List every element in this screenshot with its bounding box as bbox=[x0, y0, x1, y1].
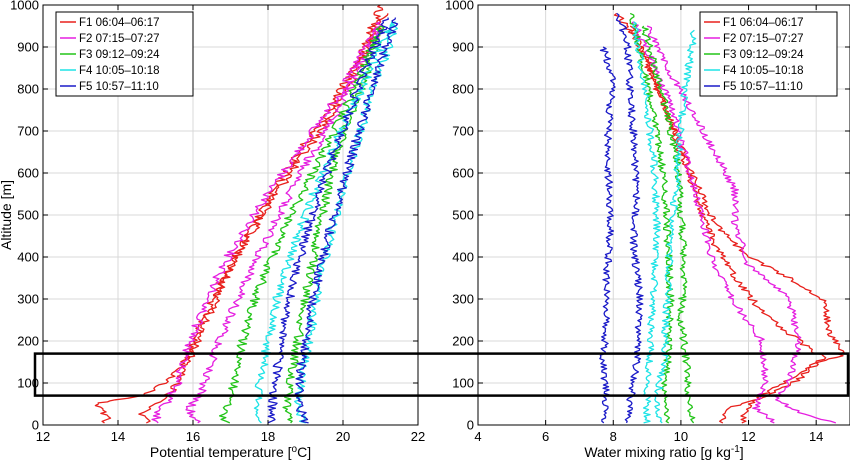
series-line-4-profile-2 bbox=[632, 21, 662, 424]
y-tick-label: 400 bbox=[452, 250, 474, 265]
x-tick-label: 6 bbox=[542, 429, 549, 444]
legend-entry-5: F5 10:57–11:10 bbox=[79, 81, 159, 93]
legend: F1 06:04–06:17 F2 07:15–07:27 F3 09:12–09:… bbox=[699, 11, 838, 97]
x-axis-label: Water mixing ratio [g kg-1] bbox=[584, 444, 743, 460]
x-tick-label: 18 bbox=[261, 429, 275, 444]
x-tick-label: 20 bbox=[336, 429, 350, 444]
ticks: 12 14 16 18 20 22 0 100 200 300 400 500 600 700 800 900… bbox=[10, 0, 425, 444]
legend-entry-3: F3 09:12–09:24 bbox=[723, 49, 804, 61]
y-tick-label: 200 bbox=[17, 334, 39, 349]
series-line-1-profile-2 bbox=[629, 25, 827, 424]
highlight-box bbox=[33, 352, 850, 397]
legend-entry-2: F2 07:15–07:27 bbox=[79, 33, 160, 45]
y-tick-label: 900 bbox=[452, 40, 474, 55]
x-tick-label: 22 bbox=[411, 429, 425, 444]
series-line-2-profile-1 bbox=[151, 21, 383, 424]
legend-entry-2: F2 07:15–07:27 bbox=[723, 33, 804, 45]
legend-entry-4: F4 10:05–10:18 bbox=[79, 65, 160, 77]
x-tick-label: 14 bbox=[809, 429, 823, 444]
x-tick-label: 16 bbox=[186, 429, 200, 444]
y-tick-label: 600 bbox=[452, 166, 474, 181]
y-tick-label: 500 bbox=[17, 208, 39, 223]
panel-2: 4 6 8 10 12 14 0 100 200 300 400 500 600 700 800 900 100… bbox=[445, 0, 850, 460]
y-tick-label: 200 bbox=[452, 334, 474, 349]
data-lines bbox=[599, 12, 845, 424]
x-tick-label: 12 bbox=[741, 429, 755, 444]
panel-1: 12 14 16 18 20 22 0 100 200 300 400 500 600 700 800 900… bbox=[0, 0, 425, 460]
y-tick-label: 800 bbox=[452, 82, 474, 97]
y-tick-label: 800 bbox=[17, 82, 39, 97]
series-line-3-profile-1 bbox=[218, 25, 384, 424]
legend-entry-1: F1 06:04–06:17 bbox=[723, 17, 804, 29]
series-line-5-profile-1 bbox=[599, 46, 616, 424]
y-tick-label: 1000 bbox=[10, 0, 39, 13]
series-line-3-profile-2 bbox=[629, 12, 675, 424]
x-tick-label: 14 bbox=[111, 429, 125, 444]
y-tick-label: 0 bbox=[467, 418, 474, 433]
series-line-5-profile-2 bbox=[615, 12, 644, 424]
series-line-2-profile-2 bbox=[185, 25, 381, 424]
x-tick-label: 4 bbox=[474, 429, 481, 444]
legend-entry-3: F3 09:12–09:24 bbox=[79, 49, 160, 61]
y-tick-label: 0 bbox=[32, 418, 39, 433]
legend-box bbox=[55, 11, 194, 97]
legend-entry-1: F1 06:04–06:17 bbox=[79, 17, 160, 29]
legend-entry-4: F4 10:05–10:18 bbox=[723, 65, 804, 77]
x-tick-label: 8 bbox=[610, 429, 617, 444]
legend: F1 06:04–06:17 F2 07:15–07:27 F3 09:12–09:… bbox=[55, 11, 194, 97]
y-tick-label: 1000 bbox=[445, 0, 474, 13]
legend-entry-5: F5 10:57–11:10 bbox=[723, 81, 803, 93]
y-tick-label: 300 bbox=[17, 292, 39, 307]
x-tick-label: 12 bbox=[36, 429, 50, 444]
series-line-2-profile-2 bbox=[630, 21, 775, 424]
legend-box bbox=[699, 11, 838, 97]
y-tick-label: 100 bbox=[452, 376, 474, 391]
series-line-3-profile-1 bbox=[641, 25, 696, 424]
y-tick-label: 700 bbox=[17, 124, 39, 139]
x-tick-label: 10 bbox=[674, 429, 688, 444]
series-line-5-profile-1 bbox=[267, 17, 389, 424]
x-axis-label: Potential temperature [oC] bbox=[150, 444, 311, 460]
series-line-4-profile-1 bbox=[654, 29, 697, 424]
series-line-2-profile-1 bbox=[646, 25, 837, 424]
y-tick-label: 300 bbox=[452, 292, 474, 307]
y-tick-label: 900 bbox=[17, 40, 39, 55]
y-tick-label: 500 bbox=[452, 208, 474, 223]
y-tick-label: 600 bbox=[17, 166, 39, 181]
y-tick-label: 700 bbox=[452, 124, 474, 139]
series-line-4-profile-1 bbox=[253, 21, 396, 424]
y-tick-label: 100 bbox=[17, 376, 39, 391]
y-tick-label: 400 bbox=[17, 250, 39, 265]
y-axis-label: Altitude [m] bbox=[0, 180, 14, 250]
